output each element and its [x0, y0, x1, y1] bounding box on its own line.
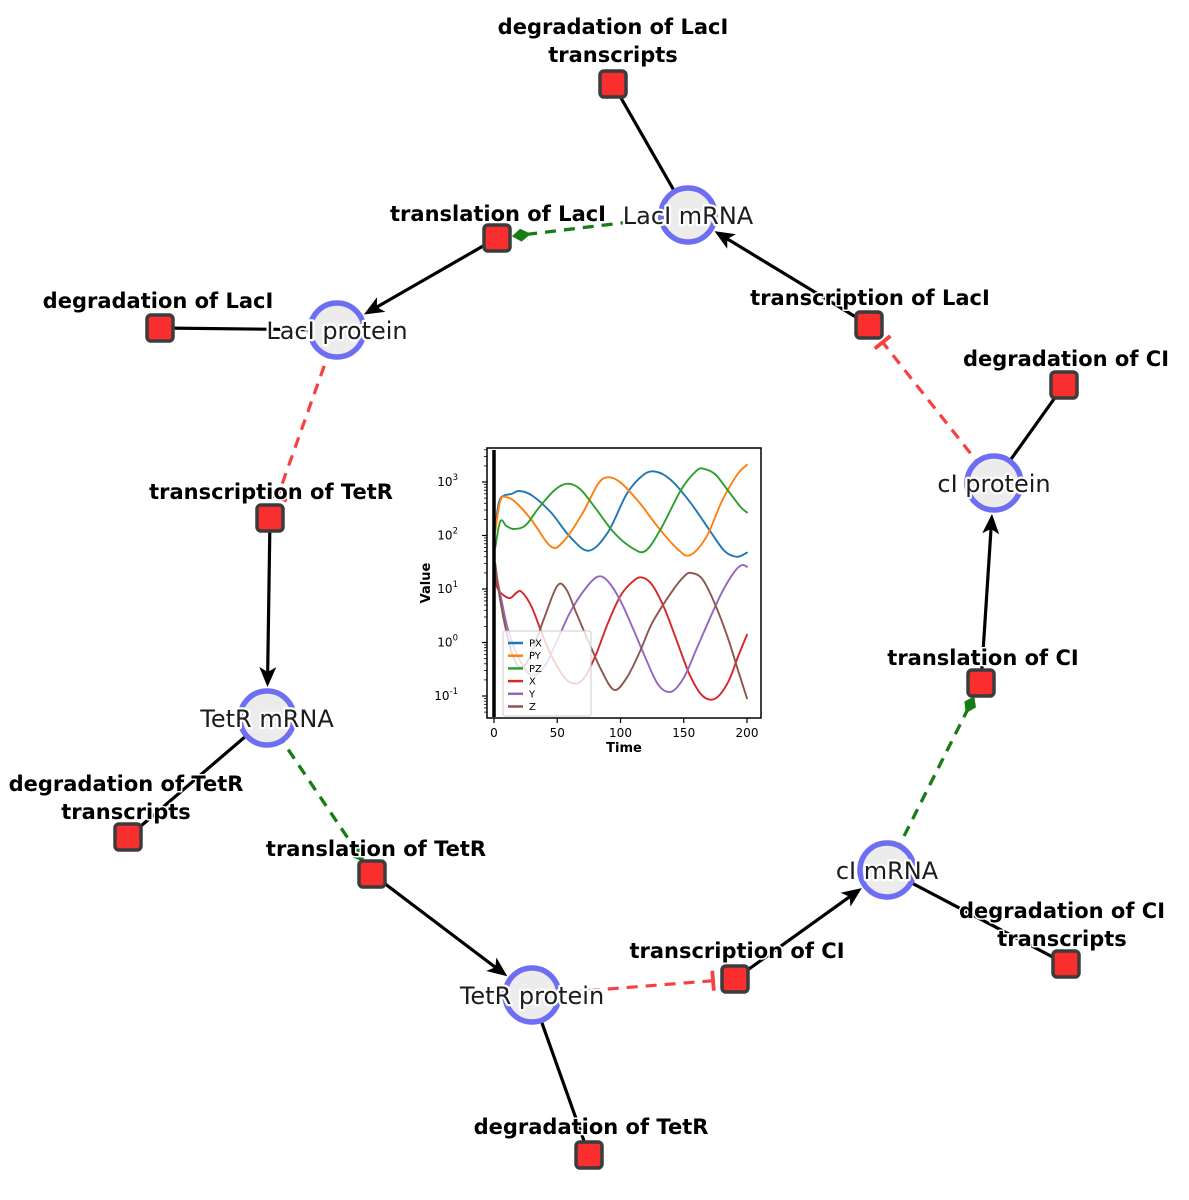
y-tick-label: 10-1	[434, 687, 458, 703]
inhibitor-bar-icon-edge-tetr-protein-to-transcription-of-ci	[710, 970, 716, 991]
reaction-label-degradation-of-tetr: degradation of TetR	[474, 1115, 709, 1139]
y-tick-label: 100	[437, 634, 458, 650]
species-label-ci-protein: cI protein	[937, 470, 1050, 498]
edge-ci-mrna-to-degradation-of-ci-transcripts	[886, 868, 1067, 966]
nodes-layer	[113, 69, 1081, 1170]
reaction-label-degradation-of-laci: degradation of LacI	[43, 289, 274, 313]
legend-item-Y: Y	[528, 689, 536, 700]
edge-ci-protein-to-transcription-of-laci	[881, 341, 996, 484]
y-tick-label: 102	[437, 527, 458, 543]
arrowhead-icon-edge-translation-of-tetr-to-tetr-protein	[486, 957, 508, 977]
reaction-node-transcription-of-laci	[854, 310, 884, 340]
modifier-arrowhead-icon-edge-laci-mrna-to-translation-of-laci	[511, 228, 531, 242]
reaction-label-transcription-of-ci: transcription of CI	[629, 939, 844, 963]
edge-translation-of-tetr-to-tetr-protein	[371, 872, 498, 970]
y-axis-label: Value	[419, 562, 434, 603]
edge-translation-of-ci-to-ci-protein	[979, 527, 993, 684]
edge-translation-of-laci-to-laci-protein	[375, 236, 498, 309]
reaction-node-translation-of-laci	[482, 223, 512, 253]
x-axis-label: Time	[606, 741, 642, 756]
reaction-node-translation-of-tetr	[357, 859, 387, 889]
reaction-node-degradation-of-laci	[145, 313, 175, 343]
series-line-PX	[494, 470, 748, 558]
species-label-tetr-mrna: TetR mRNA	[199, 705, 334, 733]
arrowhead-icon-edge-translation-of-laci-to-laci-protein	[363, 297, 386, 315]
reaction-node-degradation-of-tetr-transcripts	[113, 822, 143, 852]
reaction-label-translation-of-laci: translation of LacI	[390, 202, 606, 226]
reaction-node-degradation-of-ci-transcripts	[1051, 949, 1081, 979]
legend-item-PX: PX	[529, 639, 542, 650]
inhibitor-bar-icon-edge-laci-protein-to-transcription-of-tetr	[267, 492, 288, 503]
reaction-label-degradation-of-ci: degradation of CI	[963, 347, 1169, 371]
x-tick-label: 150	[672, 726, 695, 740]
species-label-tetr-protein: TetR protein	[459, 982, 604, 1010]
series-line-X	[494, 576, 748, 701]
arrowhead-icon-edge-transcription-of-ci-to-ci-mrna	[840, 888, 862, 907]
edge-tetr-mrna-to-degradation-of-tetr-transcripts	[126, 716, 269, 839]
reaction-label-degradation-of-tetr-transcripts: transcripts	[61, 800, 191, 824]
species-node-ci-mrna	[857, 840, 917, 900]
species-node-tetr-mrna	[237, 688, 297, 748]
reaction-label-transcription-of-laci: transcription of LacI	[750, 286, 990, 310]
x-tick-label: 0	[490, 726, 498, 740]
inhibitor-bar-icon-edge-ci-protein-to-transcription-of-laci	[873, 334, 892, 350]
species-node-tetr-protein	[502, 965, 562, 1025]
node-labels-layer: LacI mRNA LacI protein TetR mRNA TetR prote…	[7, 14, 1170, 1141]
species-node-laci-protein	[307, 300, 367, 360]
reaction-label-degradation-of-laci-transcripts: transcripts	[548, 43, 678, 67]
reaction-label-degradation-of-ci-transcripts: transcripts	[997, 927, 1127, 951]
modifier-arrowhead-icon-edge-ci-mrna-to-translation-of-ci	[964, 696, 976, 714]
edge-transcription-of-tetr-to-tetr-mrna	[266, 517, 272, 674]
edge-transcription-of-laci-to-laci-mrna	[725, 237, 870, 327]
reaction-node-transcription-of-ci	[720, 964, 750, 994]
reaction-label-degradation-of-tetr-transcripts: degradation of TetR	[9, 772, 244, 796]
edge-transcription-of-ci-to-ci-mrna	[734, 894, 852, 981]
x-tick-label: 100	[609, 726, 632, 740]
legend-box	[502, 630, 592, 717]
legend-item-X: X	[529, 677, 536, 688]
y-tick-label: 101	[437, 580, 458, 596]
reaction-node-degradation-of-laci-transcripts	[598, 69, 628, 99]
x-tick-label: 200	[736, 726, 759, 740]
series-line-PZ	[494, 467, 748, 554]
reaction-label-degradation-of-ci-transcripts: degradation of CI	[959, 899, 1165, 923]
species-label-laci-mrna: LacI mRNA	[623, 202, 754, 230]
reaction-label-translation-of-tetr: translation of TetR	[266, 837, 486, 861]
x-tick-label: 50	[550, 726, 565, 740]
reaction-label-transcription-of-tetr: transcription of TetR	[149, 480, 393, 504]
time-series-plot: 0 50 100 150 20010310210110010-1TimeValuePXP…	[419, 447, 762, 756]
y-tick-label: 103	[437, 473, 458, 489]
legend-item-PY: PY	[529, 651, 542, 662]
species-label-ci-mrna: cI mRNA	[836, 857, 939, 885]
reaction-label-degradation-of-laci-transcripts: degradation of LacI	[498, 15, 729, 39]
species-label-laci-protein: LacI protein	[266, 317, 407, 345]
series-line-PY	[494, 463, 748, 557]
arrowhead-icon-edge-transcription-of-laci-to-laci-mrna	[714, 231, 736, 249]
reaction-node-translation-of-ci	[966, 668, 996, 698]
reaction-node-transcription-of-tetr	[255, 503, 285, 533]
arrowhead-icon-edge-translation-of-ci-to-ci-protein	[982, 513, 1000, 535]
species-node-ci-protein	[964, 453, 1024, 513]
modifier-arrowhead-icon-edge-tetr-mrna-to-translation-of-tetr	[353, 845, 364, 862]
reaction-node-degradation-of-ci	[1049, 370, 1079, 400]
arrowhead-icon-edge-transcription-of-tetr-to-tetr-mrna	[259, 666, 277, 687]
legend-item-Z: Z	[529, 702, 536, 713]
reaction-node-degradation-of-tetr	[574, 1140, 604, 1170]
reaction-label-translation-of-ci: translation of CI	[887, 646, 1078, 670]
species-node-laci-mrna	[658, 185, 718, 245]
legend-item-PZ: PZ	[529, 664, 542, 675]
